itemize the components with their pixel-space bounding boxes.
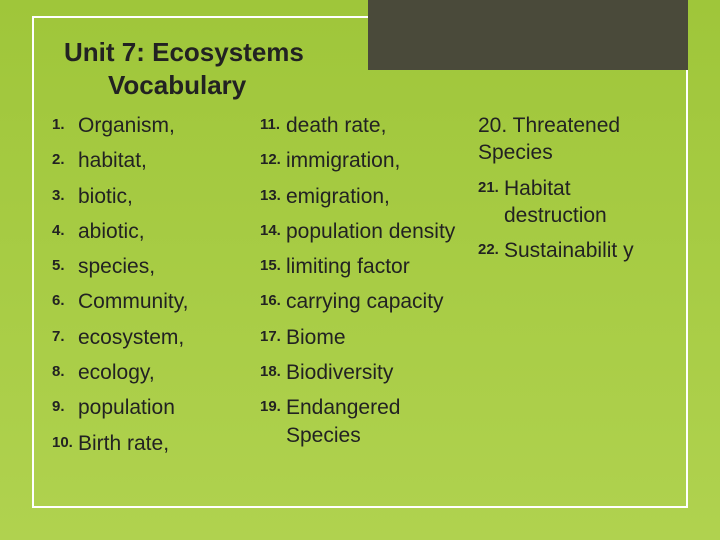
slide: Unit 7: Ecosystems Vocabulary 1.Organism… — [0, 0, 720, 540]
item-term: Biodiversity — [286, 359, 393, 386]
slide-title: Unit 7: Ecosystems Vocabulary — [64, 36, 304, 101]
item-number: 22. — [478, 237, 504, 258]
list-item: 22.Sustainabilit y — [478, 237, 678, 264]
item-number: 2. — [52, 147, 78, 168]
item-term: Habitat destruction — [504, 175, 678, 230]
content-area: 1.Organism,2.habitat,3.biotic,4. abiotic… — [52, 112, 678, 498]
column-3: 20. Threatened Species 21.Habitat destru… — [478, 112, 678, 498]
item-term: habitat, — [78, 147, 147, 174]
inner-frame: Unit 7: Ecosystems Vocabulary 1.Organism… — [32, 16, 688, 508]
item-number: 13. — [260, 183, 286, 204]
list-item: 12. immigration, — [260, 147, 470, 174]
item-number: 16. — [260, 288, 286, 309]
item-term: Organism, — [78, 112, 175, 139]
item-term: Endangered Species — [286, 394, 470, 449]
item-term: ecosystem, — [78, 324, 184, 351]
list-item: 7. ecosystem, — [52, 324, 252, 351]
list-item: 3.biotic, — [52, 183, 252, 210]
item-term: carrying capacity — [286, 288, 444, 315]
item-number: 12. — [260, 147, 286, 168]
list-item: 8.ecology, — [52, 359, 252, 386]
item-number: 9. — [52, 394, 78, 415]
item-term: Biome — [286, 324, 346, 351]
item-number: 18. — [260, 359, 286, 380]
item-number: 3. — [52, 183, 78, 204]
item-number: 14. — [260, 218, 286, 239]
item-term: biotic, — [78, 183, 133, 210]
item-number: 7. — [52, 324, 78, 345]
list-item: 14. population density — [260, 218, 470, 245]
item-term: population density — [286, 218, 455, 245]
item-number: 8. — [52, 359, 78, 380]
column-1: 1.Organism,2.habitat,3.biotic,4. abiotic… — [52, 112, 252, 498]
list-item: 11.death rate, — [260, 112, 470, 139]
list-item: 2.habitat, — [52, 147, 252, 174]
item-term: death rate, — [286, 112, 386, 139]
item-number: 4. — [52, 218, 78, 239]
item-term: emigration, — [286, 183, 390, 210]
item-number: 21. — [478, 175, 504, 196]
list-item: 9.population — [52, 394, 252, 421]
list-item: 21.Habitat destruction — [478, 175, 678, 230]
list-item: 15.limiting factor — [260, 253, 470, 280]
item-number: 19. — [260, 394, 286, 415]
item-number: 17. — [260, 324, 286, 345]
item-20: 20. Threatened Species — [478, 112, 678, 167]
list-item: 10.Birth rate, — [52, 430, 252, 457]
item-term: abiotic, — [78, 218, 145, 245]
item-term: population — [78, 394, 175, 421]
item-number: 10. — [52, 430, 78, 451]
list-item: 19.Endangered Species — [260, 394, 470, 449]
item-term: ecology, — [78, 359, 155, 386]
column-2: 11.death rate,12. immigration,13.emigrat… — [260, 112, 470, 498]
list-item: 1.Organism, — [52, 112, 252, 139]
list-item: 6.Community, — [52, 288, 252, 315]
item-number: 15. — [260, 253, 286, 274]
item-number: 11. — [260, 112, 286, 133]
item-term: Birth rate, — [78, 430, 169, 457]
item-term: species, — [78, 253, 155, 280]
list-item: 18. Biodiversity — [260, 359, 470, 386]
list-item: 5.species, — [52, 253, 252, 280]
list-item: 16.carrying capacity — [260, 288, 470, 315]
list-item: 4. abiotic, — [52, 218, 252, 245]
title-line-1: Unit 7: Ecosystems — [64, 36, 304, 69]
item-number: 5. — [52, 253, 78, 274]
item-term: immigration, — [286, 147, 400, 174]
list-item: 13.emigration, — [260, 183, 470, 210]
decorative-dark-rect — [368, 0, 688, 70]
title-line-2: Vocabulary — [64, 69, 304, 102]
item-term: Community, — [78, 288, 188, 315]
list-item: 17.Biome — [260, 324, 470, 351]
item-term: Sustainabilit y — [504, 237, 634, 264]
item-number: 6. — [52, 288, 78, 309]
item-number: 1. — [52, 112, 78, 133]
item-term: limiting factor — [286, 253, 410, 280]
